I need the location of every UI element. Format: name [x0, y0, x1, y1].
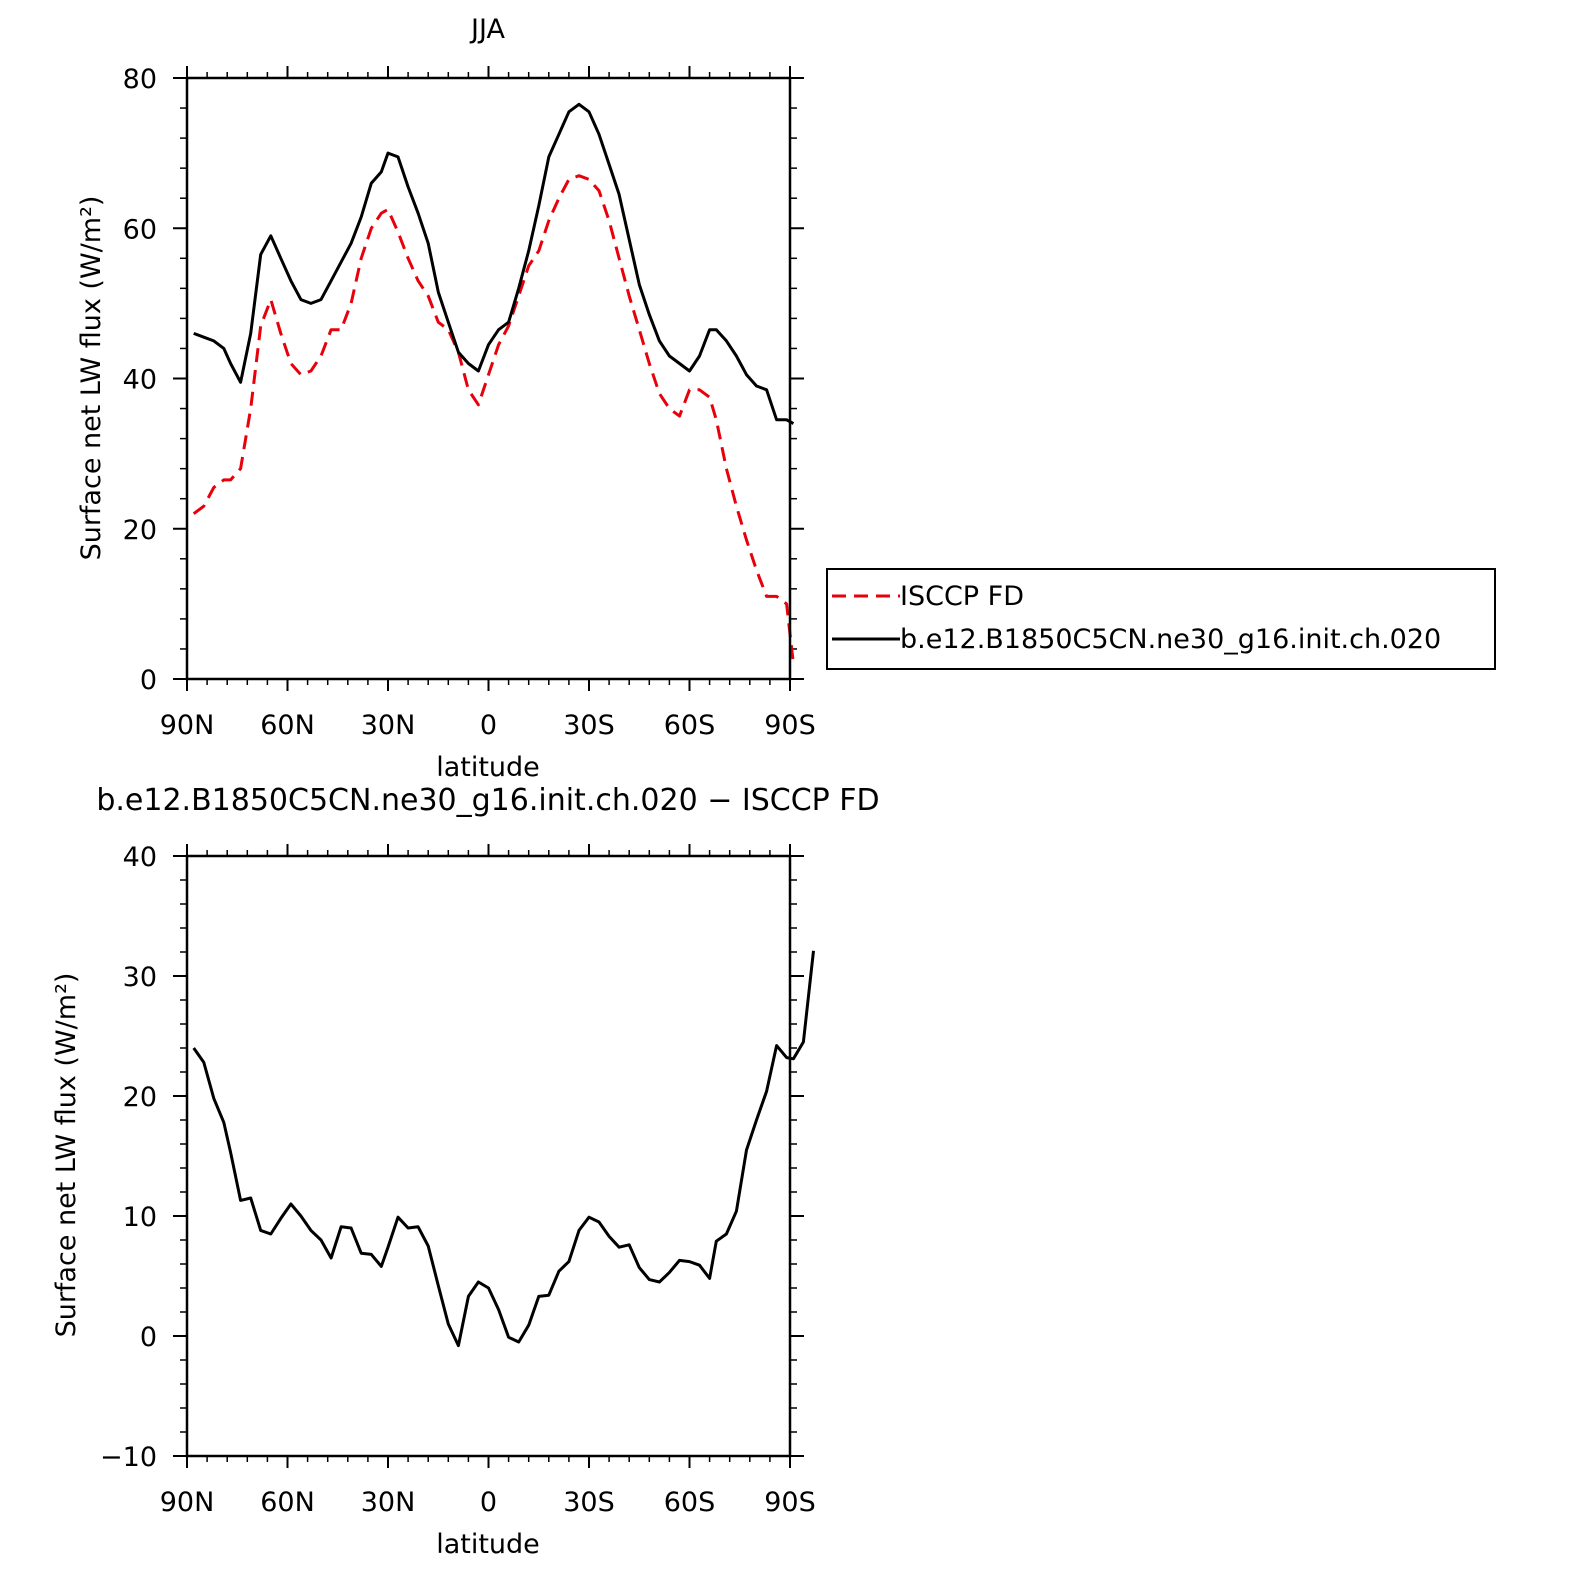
top-x-tick-label: 60N: [260, 710, 315, 741]
top-x-axis-label: latitude: [436, 752, 540, 783]
bottom-x-tick-label: 30S: [563, 1487, 615, 1518]
top-plot-frame: [185, 76, 792, 681]
top-x-tick-label: 90S: [764, 710, 816, 741]
legend-label-isccp: ISCCP FD: [900, 581, 1024, 612]
bottom-y-tick-label: −10: [100, 1442, 157, 1473]
bottom-y-tick-label: 20: [123, 1082, 157, 1113]
top-y-tick-label: 80: [123, 64, 157, 95]
bottom-y-axis-label: Surface net LW flux (W/m²): [51, 973, 82, 1338]
legend-label-model: b.e12.B1850C5CN.ne30_g16.init.ch.020: [900, 624, 1441, 655]
top-chart-title: JJA: [469, 14, 505, 45]
top-x-tick-label: 60S: [664, 710, 716, 741]
bottom-series-lines: [192, 950, 815, 1348]
bottom-x-tick-label: 30N: [361, 1487, 416, 1518]
top-x-tick-label: 30N: [361, 710, 416, 741]
bottom-panel: b.e12.B1850C5CN.ne30_g16.init.ch.020 − I…: [51, 783, 880, 1560]
bottom-x-tick-label: 60S: [664, 1487, 716, 1518]
top-series-line-1: [193, 102, 795, 425]
bottom-plot-frame: [185, 854, 792, 1458]
top-x-tick-label: 30S: [563, 710, 615, 741]
top-y-tick-label: 60: [123, 214, 157, 245]
top-series-line-0: [192, 174, 795, 665]
top-y-axis-label: Surface net LW flux (W/m²): [76, 196, 107, 561]
top-ticks: 90N 60N 30N 0 30S 60S 90S 0 20 40 60 80: [123, 64, 816, 741]
bottom-x-tick-label: 90N: [160, 1487, 215, 1518]
legend-box: [826, 568, 1496, 670]
bottom-x-tick-label: 60N: [260, 1487, 315, 1518]
bottom-x-axis-label: latitude: [436, 1529, 540, 1560]
top-y-tick-label: 40: [123, 365, 157, 396]
bottom-x-tick-label: 90S: [764, 1487, 816, 1518]
top-x-tick-label: 90N: [160, 710, 215, 741]
top-series-lines: [192, 102, 795, 665]
top-y-tick-label: 0: [140, 665, 157, 696]
top-x-tick-label: 0: [480, 710, 497, 741]
top-panel: JJA latitude Surface net LW flux (W/m²) …: [76, 14, 816, 783]
top-y-tick-label: 20: [123, 515, 157, 546]
bottom-y-tick-label: 0: [140, 1322, 157, 1353]
bottom-y-tick-label: 30: [123, 962, 157, 993]
bottom-y-tick-label: 10: [123, 1202, 157, 1233]
bottom-x-tick-label: 0: [480, 1487, 497, 1518]
legend: ISCCP FD b.e12.B1850C5CN.ne30_g16.init.c…: [826, 568, 1496, 670]
bottom-ticks: 90N 60N 30N 0 30S 60S 90S −10 0 10 20 30 40: [100, 842, 816, 1518]
bottom-series-line-0: [192, 950, 815, 1348]
bottom-y-tick-label: 40: [123, 842, 157, 873]
bottom-chart-title: b.e12.B1850C5CN.ne30_g16.init.ch.020 − I…: [96, 783, 879, 818]
